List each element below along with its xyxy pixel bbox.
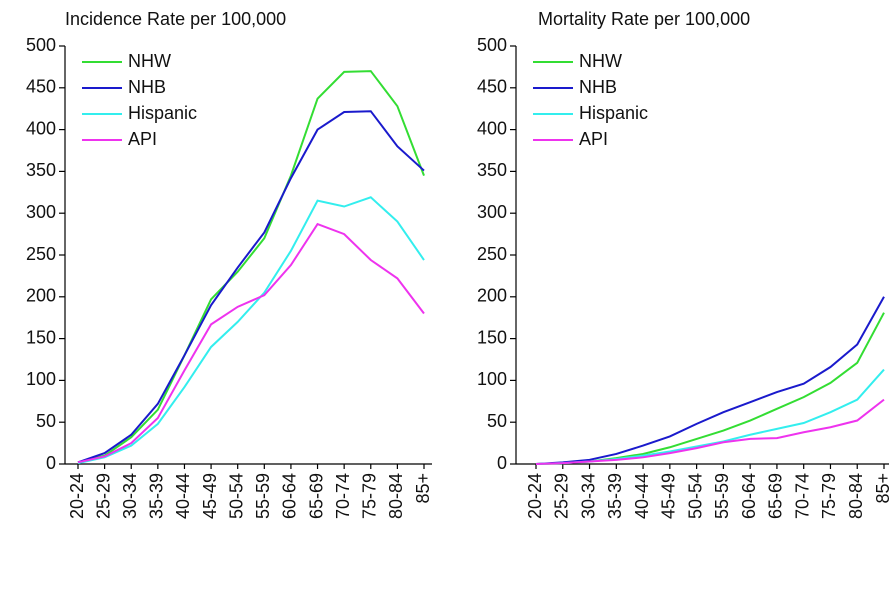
legend-label: Hispanic <box>128 103 197 123</box>
y-tick-label: 500 <box>26 35 56 55</box>
legend-label: NHW <box>579 51 622 71</box>
series-line <box>535 368 885 465</box>
y-tick-label: 50 <box>487 411 507 431</box>
series-line <box>535 296 885 465</box>
x-tick-label: 60-64 <box>280 473 300 519</box>
y-tick-label: 150 <box>26 327 56 347</box>
legend-label: API <box>128 129 157 149</box>
x-tick-label: 75-79 <box>360 473 380 519</box>
y-tick-label: 50 <box>36 411 56 431</box>
y-tick-label: 350 <box>477 160 507 180</box>
y-tick-label: 150 <box>477 327 507 347</box>
x-tick-label: 30-34 <box>578 473 598 519</box>
y-tick-label: 500 <box>477 35 507 55</box>
x-tick-label: 40-44 <box>173 473 193 519</box>
y-tick-label: 200 <box>477 286 507 306</box>
x-tick-label: 55-59 <box>253 473 273 519</box>
x-tick-label: 75-79 <box>819 473 839 519</box>
y-tick-label: 200 <box>26 286 56 306</box>
y-tick-label: 0 <box>497 453 507 473</box>
x-tick-label: 45-49 <box>659 473 679 519</box>
x-tick-label: 45-49 <box>200 473 220 519</box>
x-tick-label: 40-44 <box>632 473 652 519</box>
x-tick-label: 20-24 <box>525 473 545 519</box>
x-tick-label: 50-54 <box>226 473 246 519</box>
y-tick-label: 450 <box>26 77 56 97</box>
x-tick-label: 65-69 <box>766 473 786 519</box>
y-tick-label: 100 <box>26 369 56 389</box>
x-tick-label: 85+ <box>413 473 433 504</box>
x-tick-label: 60-64 <box>739 473 759 519</box>
x-tick-label: 20-24 <box>67 473 87 519</box>
y-tick-label: 450 <box>477 77 507 97</box>
x-tick-label: 85+ <box>873 473 889 504</box>
series-line <box>77 222 425 464</box>
x-tick-label: 30-34 <box>120 473 140 519</box>
series-line <box>535 398 885 465</box>
x-tick-label: 70-74 <box>792 473 812 519</box>
legend-label: NHB <box>128 77 166 97</box>
y-tick-label: 300 <box>477 202 507 222</box>
chart-title: Incidence Rate per 100,000 <box>65 9 286 29</box>
legend-label: NHB <box>579 77 617 97</box>
series-line <box>77 196 425 465</box>
series-line <box>535 312 885 465</box>
x-tick-label: 55-59 <box>712 473 732 519</box>
legend-label: NHW <box>128 51 171 71</box>
series-line <box>77 70 425 464</box>
x-tick-label: 35-39 <box>605 473 625 519</box>
x-tick-label: 50-54 <box>685 473 705 519</box>
y-tick-label: 250 <box>26 244 56 264</box>
legend-label: API <box>579 129 608 149</box>
y-tick-label: 100 <box>477 369 507 389</box>
y-tick-label: 400 <box>26 118 56 138</box>
x-tick-label: 80-84 <box>386 473 406 519</box>
series-line <box>77 110 425 464</box>
x-tick-label: 65-69 <box>306 473 326 519</box>
y-tick-label: 250 <box>477 244 507 264</box>
y-tick-label: 0 <box>46 453 56 473</box>
y-tick-label: 400 <box>477 118 507 138</box>
x-tick-label: 25-29 <box>93 473 113 519</box>
legend-label: Hispanic <box>579 103 648 123</box>
chart-title: Mortality Rate per 100,000 <box>538 9 750 29</box>
x-tick-label: 70-74 <box>333 473 353 519</box>
y-tick-label: 300 <box>26 202 56 222</box>
x-tick-label: 35-39 <box>147 473 167 519</box>
y-tick-label: 350 <box>26 160 56 180</box>
x-tick-label: 80-84 <box>846 473 866 519</box>
x-tick-label: 25-29 <box>552 473 572 519</box>
